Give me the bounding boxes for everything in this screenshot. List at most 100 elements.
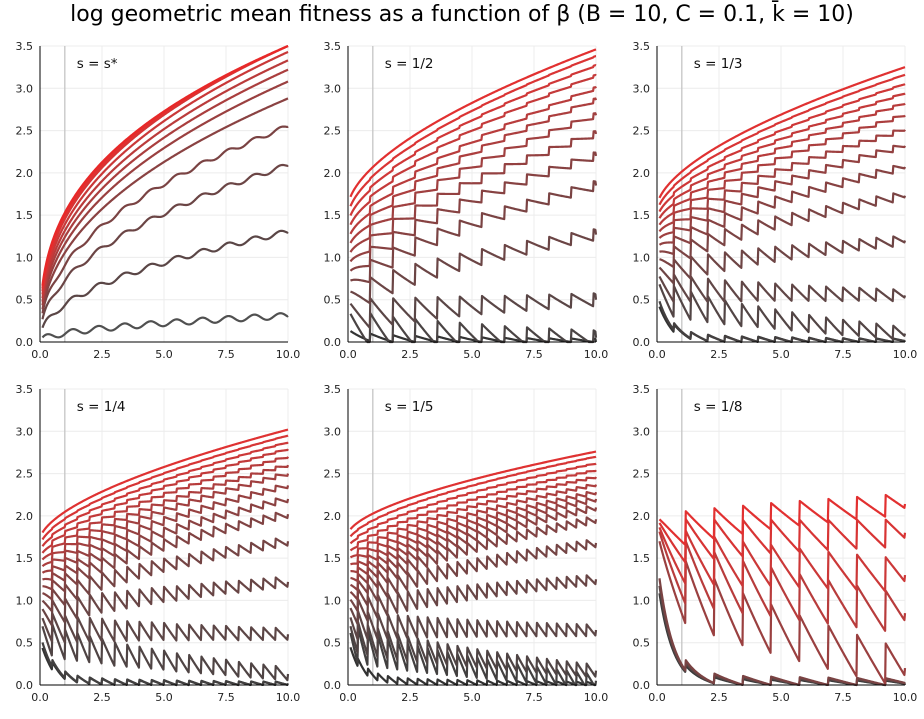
series-line	[41, 434, 289, 541]
series-line	[349, 228, 598, 305]
y-tick-label: 2.0	[16, 167, 34, 180]
panel-label: s = s*	[77, 56, 118, 72]
y-tick-label: 1.5	[324, 552, 342, 565]
x-tick-label: 2.5	[710, 348, 728, 361]
series-line	[349, 490, 598, 574]
series-line	[41, 484, 290, 581]
y-tick-label: 2.5	[324, 468, 342, 481]
x-tick-label: 7.5	[525, 348, 543, 361]
y-tick-label: 0.5	[16, 294, 34, 307]
y-tick-label: 0.0	[324, 336, 342, 349]
y-tick-label: 0.5	[633, 294, 651, 307]
x-tick-label: 5.0	[463, 691, 481, 704]
series-line	[349, 112, 598, 253]
x-tick-label: 2.5	[93, 691, 111, 704]
series-line	[41, 511, 290, 601]
y-tick-label: 2.5	[16, 125, 34, 138]
series-line	[658, 578, 906, 687]
series-line	[41, 448, 289, 554]
x-tick-label: 0.0	[648, 691, 666, 704]
y-tick-label: 2.5	[324, 125, 342, 138]
series-line	[41, 163, 289, 320]
x-tick-label: 0.0	[31, 348, 49, 361]
series-line	[658, 306, 906, 344]
y-tick-label: 3.0	[633, 425, 651, 438]
series-line	[349, 620, 598, 678]
series-line	[349, 180, 598, 284]
series-line	[349, 539, 598, 612]
series-line	[349, 64, 597, 216]
series-line	[41, 623, 290, 682]
x-tick-label: 10.0	[584, 348, 609, 361]
series-line	[349, 73, 597, 226]
subplot-6: 0.0 0.5 1.0 1.5 2.0 2.5 3.0 3.5 0.0 2.5 5.0 7.5 10.0…	[633, 383, 918, 704]
series-line	[658, 493, 907, 546]
y-tick-label: 2.5	[633, 468, 651, 481]
x-tick-label: 5.0	[155, 348, 173, 361]
series-line	[41, 612, 290, 644]
series-line	[41, 497, 290, 591]
series-line	[658, 235, 907, 285]
y-tick-label: 3.5	[16, 40, 34, 53]
x-tick-label: 0.0	[31, 691, 49, 704]
y-tick-label: 2.5	[16, 468, 34, 481]
panel-label: s = 1/5	[385, 399, 434, 415]
x-tick-label: 2.5	[401, 348, 419, 361]
series-line	[658, 526, 907, 593]
x-tick-label: 2.5	[401, 691, 419, 704]
series-line	[41, 312, 289, 339]
series-line	[658, 144, 906, 246]
panel-label: s = 1/3	[694, 56, 743, 72]
y-tick-label: 0.0	[16, 336, 34, 349]
panel-label: s = 1/4	[77, 399, 126, 415]
series-line	[349, 516, 598, 601]
series-line	[349, 462, 597, 545]
x-tick-label: 10.0	[893, 348, 918, 361]
y-tick-label: 0.0	[16, 679, 34, 692]
y-tick-label: 3.0	[324, 82, 342, 95]
x-tick-label: 5.0	[772, 691, 790, 704]
x-tick-label: 10.0	[584, 691, 609, 704]
y-tick-label: 1.5	[16, 552, 34, 565]
x-tick-label: 2.5	[710, 691, 728, 704]
series-line	[349, 86, 597, 235]
series-line	[41, 428, 289, 534]
y-tick-label: 1.0	[324, 251, 342, 264]
series-line	[349, 483, 598, 566]
x-tick-label: 10.0	[893, 691, 918, 704]
series-line	[658, 518, 907, 564]
x-tick-label: 7.5	[525, 691, 543, 704]
series-line	[349, 505, 598, 592]
series-line	[349, 455, 597, 538]
series-line	[41, 68, 289, 302]
series-line	[41, 456, 290, 561]
x-tick-label: 5.0	[155, 691, 173, 704]
series-line	[349, 469, 597, 552]
series-line	[41, 44, 289, 289]
y-tick-label: 1.5	[633, 552, 651, 565]
x-tick-label: 5.0	[463, 348, 481, 361]
series-line	[41, 441, 289, 547]
series-line	[658, 541, 907, 685]
y-tick-label: 3.5	[324, 40, 342, 53]
y-tick-label: 3.5	[324, 383, 342, 396]
series-line	[41, 473, 290, 574]
x-tick-label: 0.0	[339, 691, 357, 704]
x-tick-label: 2.5	[93, 348, 111, 361]
series-line	[349, 151, 598, 272]
series-line	[41, 59, 289, 299]
x-tick-label: 7.5	[834, 691, 852, 704]
series-line	[658, 300, 906, 344]
chart-title: log geometric mean fitness as a function…	[70, 2, 854, 27]
y-tick-label: 0.5	[324, 294, 342, 307]
y-tick-label: 1.5	[16, 209, 34, 222]
y-tick-label: 0.0	[633, 679, 651, 692]
subplot-4: 0.0 0.5 1.0 1.5 2.0 2.5 3.0 3.5 0.0 2.5 5.0 7.5 10.0…	[16, 383, 301, 704]
series-line	[658, 273, 907, 303]
y-tick-label: 2.0	[16, 510, 34, 523]
x-tick-label: 0.0	[648, 348, 666, 361]
series-line	[349, 476, 598, 559]
x-tick-label: 0.0	[339, 348, 357, 361]
series-line	[349, 130, 598, 263]
panel-label: s = 1/2	[385, 56, 434, 72]
